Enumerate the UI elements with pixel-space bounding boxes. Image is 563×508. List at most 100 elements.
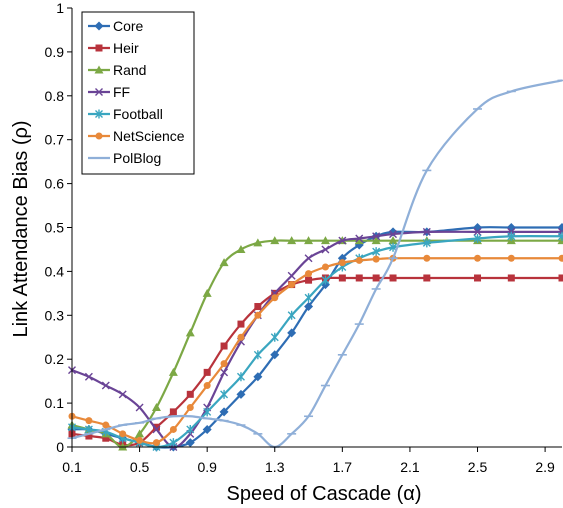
y-tick-label: 0.6 — [45, 176, 65, 192]
legend-label: FF — [113, 84, 130, 100]
x-tick-label: 0.5 — [130, 459, 150, 475]
data-point — [152, 423, 160, 431]
data-point — [202, 424, 212, 434]
data-point — [270, 350, 280, 360]
legend-label: Heir — [113, 40, 139, 56]
data-point — [135, 429, 145, 438]
data-point — [507, 231, 516, 241]
data-point — [474, 274, 482, 282]
data-point — [558, 254, 563, 262]
data-point — [119, 430, 127, 438]
y-tick-label: 0.8 — [45, 88, 65, 104]
y-tick-label: 0.1 — [45, 395, 65, 411]
data-point — [220, 342, 228, 350]
data-point — [507, 254, 515, 262]
legend-marker — [95, 109, 103, 119]
data-point — [558, 231, 563, 241]
data-point — [203, 368, 211, 376]
x-tick-label: 0.9 — [197, 459, 217, 475]
data-point — [355, 234, 364, 243]
data-point — [185, 438, 195, 448]
data-point — [253, 350, 262, 360]
data-point — [473, 233, 482, 243]
legend-marker — [95, 132, 103, 140]
data-point — [372, 247, 381, 257]
data-point — [338, 259, 346, 267]
y-tick-label: 0 — [56, 439, 64, 455]
data-point — [185, 328, 195, 337]
data-point — [169, 425, 177, 433]
data-point — [270, 332, 279, 342]
legend-marker — [94, 21, 104, 31]
data-point — [169, 438, 178, 448]
x-tick-label: 0.1 — [62, 459, 82, 475]
x-tick-label: 1.7 — [333, 459, 353, 475]
data-point — [287, 271, 296, 280]
data-point — [507, 274, 515, 282]
data-point — [287, 236, 297, 245]
data-point — [372, 232, 381, 241]
legend-marker — [94, 65, 104, 74]
data-point — [474, 254, 482, 262]
data-point — [304, 236, 314, 245]
data-point — [304, 302, 314, 312]
data-point — [321, 263, 329, 271]
data-point — [287, 310, 296, 320]
y-tick-label: 0.5 — [45, 220, 65, 236]
legend-item: Heir — [88, 40, 139, 56]
data-point — [169, 408, 177, 416]
x-axis-title: Speed of Cascade (α) — [227, 483, 422, 505]
data-point — [558, 274, 563, 282]
data-point — [84, 424, 93, 434]
legend-item: Rand — [88, 62, 146, 78]
legend-item: Football — [88, 106, 163, 122]
data-point — [220, 389, 229, 399]
data-point — [219, 258, 229, 267]
data-point — [304, 254, 313, 263]
data-point — [85, 417, 93, 425]
data-point — [321, 275, 330, 285]
data-point — [270, 236, 280, 245]
legend-marker — [95, 88, 103, 96]
data-point — [320, 236, 330, 245]
data-point — [254, 311, 262, 319]
data-point — [253, 372, 263, 382]
data-point — [237, 320, 245, 328]
data-point — [372, 274, 380, 282]
data-point — [304, 293, 313, 303]
data-point — [389, 274, 397, 282]
y-tick-labels: 0 0.1 0.2 0.3 0.4 0.5 0.6 0.7 0.8 0.9 1 — [45, 0, 65, 455]
data-point — [84, 372, 93, 381]
y-tick-label: 0.3 — [45, 307, 65, 323]
legend-item: PolBlog — [88, 150, 161, 166]
data-point — [338, 274, 346, 282]
y-tick-label: 0.7 — [45, 132, 65, 148]
x-tick-label: 2.9 — [535, 459, 555, 475]
y-tick-label: 0.2 — [45, 351, 65, 367]
data-point — [203, 407, 212, 417]
y-axis-title: Link Attendance Bias (ρ) — [10, 120, 32, 337]
data-point — [136, 436, 144, 444]
y-tick-label: 0.9 — [45, 44, 65, 60]
data-point — [422, 238, 431, 248]
x-tick-label: 2.1 — [400, 459, 420, 475]
data-point — [202, 288, 212, 297]
x-tick-labels: 0.1 0.5 0.9 1.3 1.7 2.1 2.5 2.9 — [62, 459, 555, 475]
data-point — [354, 236, 364, 245]
data-point — [203, 382, 211, 390]
data-point — [305, 276, 313, 284]
legend-label: NetScience — [113, 128, 185, 144]
data-point — [254, 303, 262, 311]
legend-item: FF — [88, 84, 130, 100]
axes-group — [67, 7, 562, 452]
data-point — [305, 270, 313, 278]
data-point — [371, 236, 381, 245]
legend-marker — [95, 44, 103, 52]
data-point — [135, 403, 144, 412]
data-point — [321, 245, 330, 254]
legend-label: Rand — [113, 62, 146, 78]
legend-item: NetScience — [88, 128, 185, 144]
data-point — [288, 281, 296, 289]
data-point — [168, 367, 178, 376]
